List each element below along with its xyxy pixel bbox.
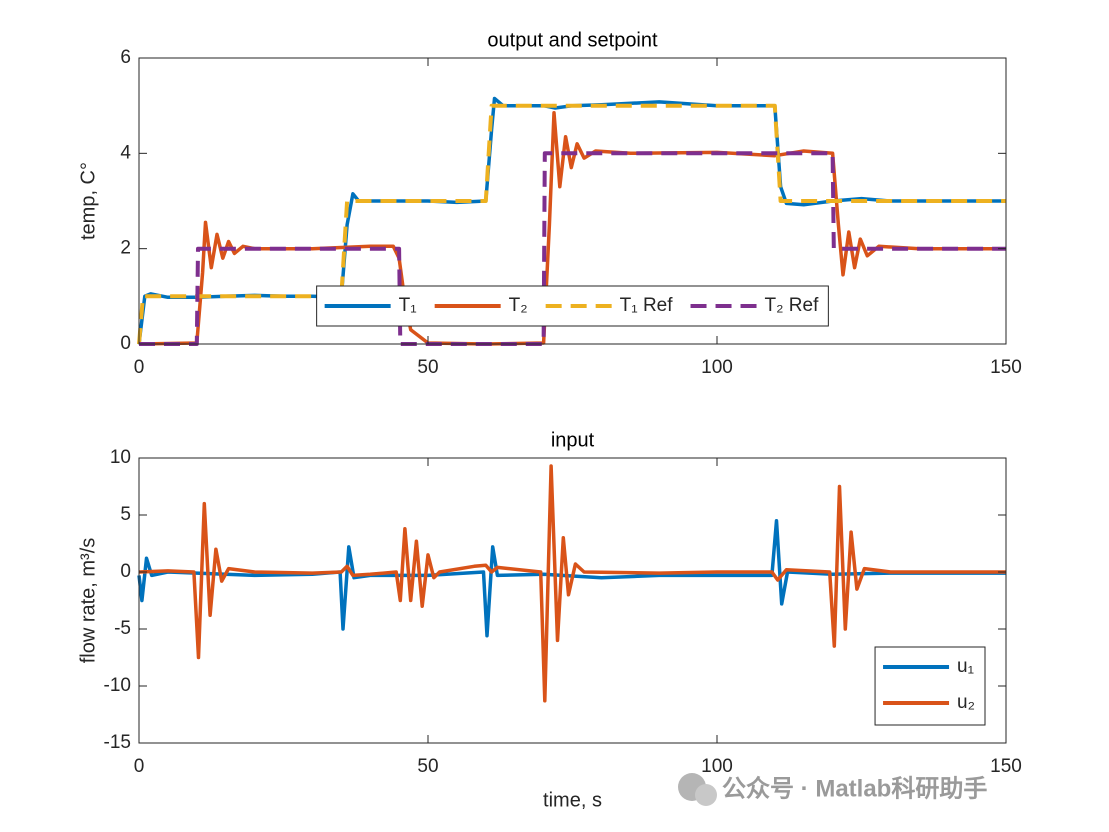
chart-title: input — [551, 429, 595, 451]
x-tick-label: 150 — [990, 357, 1022, 378]
x-tick-label: 50 — [417, 357, 438, 378]
axes-background — [139, 458, 1006, 743]
axes-box — [138, 57, 1007, 345]
legend-label: T₁ Ref — [620, 295, 674, 316]
watermark: 公众号 · Matlab科研助手 — [678, 773, 987, 806]
y-tick-label: 0 — [120, 333, 131, 354]
legend-label: T₂ — [509, 295, 528, 316]
data-line — [137, 103, 1006, 345]
x-tick-label: 0 — [134, 756, 145, 777]
x-tick-label: 100 — [701, 756, 733, 777]
y-tick-label: 10 — [110, 447, 131, 468]
legend-label: T₁ — [399, 295, 417, 316]
chart-title: output and setpoint — [487, 29, 658, 51]
legend-label: u₂ — [957, 692, 975, 713]
data-line — [138, 464, 1006, 703]
x-tick-label: 50 — [417, 756, 438, 777]
legend: u₁ u₂ — [874, 646, 986, 726]
y-tick-label: 5 — [120, 504, 131, 525]
data-line — [138, 111, 1006, 346]
y-tick-label: -15 — [104, 732, 131, 753]
y-tick-label: 6 — [120, 47, 131, 68]
y-tick-label: 2 — [120, 238, 131, 259]
legend: T₁ T₂ T₁ Ref T₂ Ref — [316, 285, 829, 327]
y-tick-label: 0 — [120, 561, 131, 582]
y-axis-label: flow rate, m³/s — [77, 538, 99, 664]
legend-label: T₂ Ref — [765, 295, 820, 316]
x-axis-label: time, s — [543, 789, 602, 811]
axes-box — [138, 457, 1007, 744]
watermark-text: 公众号 · Matlab科研助手 — [722, 774, 987, 802]
y-tick-label: -5 — [114, 618, 131, 639]
legend-label: u₁ — [957, 656, 974, 677]
legend-box — [874, 646, 986, 726]
watermark-icon — [695, 784, 717, 806]
x-tick-label: 150 — [990, 756, 1022, 777]
data-line — [139, 151, 1006, 346]
x-tick-label: 0 — [134, 357, 145, 378]
y-axis-label: temp, C° — [77, 162, 99, 240]
y-tick-label: 4 — [120, 142, 131, 163]
y-tick-label: -10 — [104, 675, 131, 696]
x-tick-label: 100 — [701, 357, 733, 378]
